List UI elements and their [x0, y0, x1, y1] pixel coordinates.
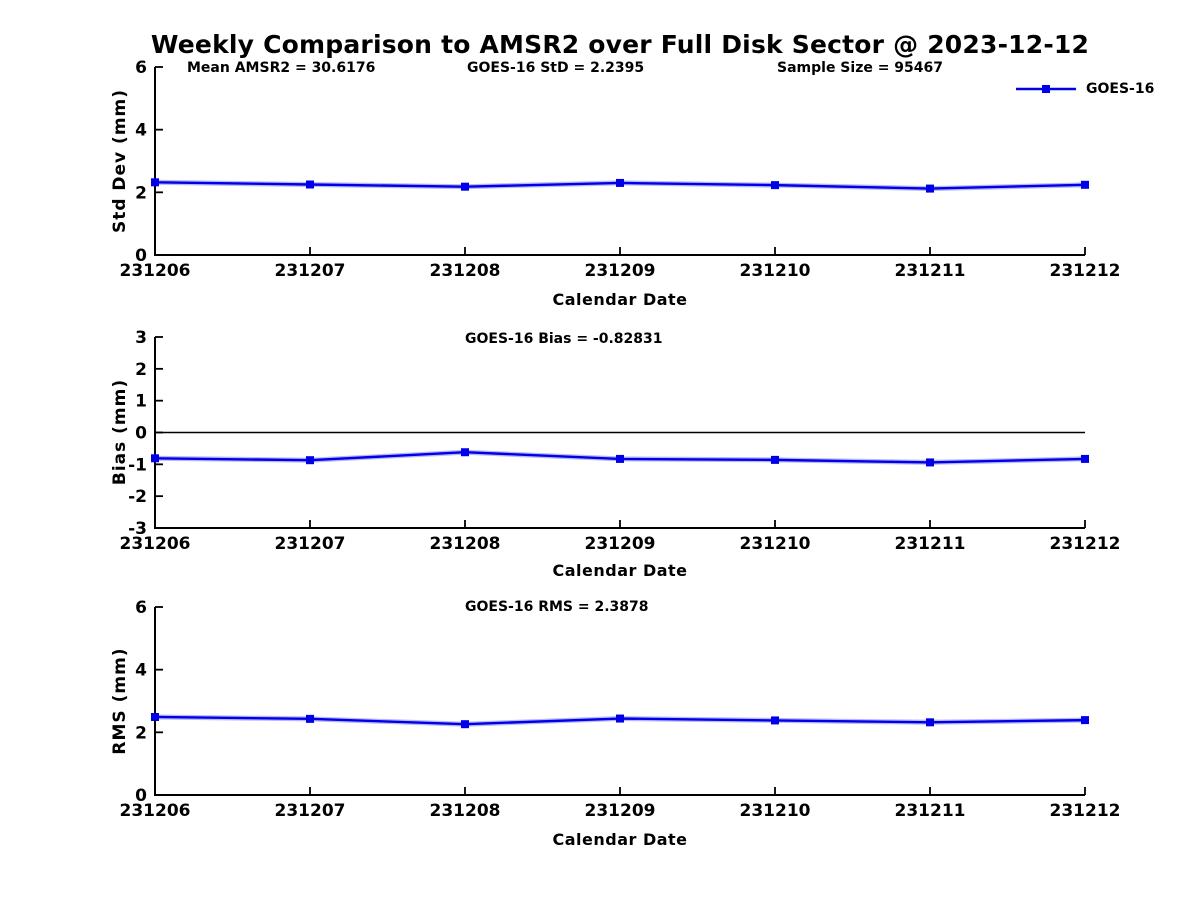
legend-marker-sample — [1042, 85, 1050, 93]
y-tick-label: 2 — [135, 183, 147, 203]
y-tick-label: 6 — [135, 598, 147, 618]
series-marker — [616, 454, 624, 463]
x-axis-ticks: 231206 231207 231208 231209 231210 231211 2312… — [120, 247, 1121, 281]
x-axis-ticks: 231206 231207 231208 231209 231210 231211 2312… — [120, 520, 1121, 554]
x-tick-label: 231212 — [1050, 261, 1121, 281]
x-tick-label: 231206 — [120, 534, 191, 554]
x-tick-label: 231207 — [275, 261, 346, 281]
y-tick-label: 0 — [135, 424, 147, 444]
y-tick-label: 0 — [135, 786, 147, 806]
y-axis-ticks: 0 2 4 6 — [135, 598, 163, 806]
bias-plot: 231206 231207 231208 231209 231210 231211 2312… — [120, 328, 1121, 554]
legend-label: GOES-16 — [1086, 81, 1155, 97]
y-tick-label: 6 — [135, 58, 147, 78]
y-tick-label: 1 — [135, 392, 147, 412]
annotation-mean-amsr2: Mean AMSR2 = 30.6176 — [187, 60, 376, 76]
series-marker — [926, 458, 934, 467]
x-tick-label: 231208 — [430, 261, 501, 281]
ylabel-std-dev: Std Dev (mm) — [110, 88, 130, 234]
x-tick-label: 231210 — [740, 534, 811, 554]
legend: GOES-16 — [1014, 81, 1154, 97]
series-goes-16 — [151, 712, 1089, 729]
annotation-goes16-bias: GOES-16 Bias = -0.82831 — [465, 331, 663, 347]
series-marker — [771, 181, 779, 190]
y-tick-label: 3 — [135, 328, 147, 348]
xlabel-std-dev: Calendar Date — [552, 290, 688, 309]
x-tick-label: 231211 — [895, 261, 966, 281]
x-tick-label: 231209 — [585, 261, 656, 281]
std-dev-plot: 231206 231207 231208 231209 231210 231211 2312… — [120, 58, 1121, 281]
y-tick-label: 0 — [135, 246, 147, 266]
series-marker — [771, 716, 779, 725]
series-marker — [306, 714, 314, 723]
y-tick-label: -3 — [128, 519, 147, 539]
x-tick-label: 231207 — [275, 801, 346, 821]
y-tick-label: 4 — [135, 121, 147, 141]
y-tick-label: 2 — [135, 360, 147, 380]
y-tick-label: -1 — [128, 455, 147, 475]
series-marker — [926, 718, 934, 727]
annotation-goes16-std: GOES-16 StD = 2.2395 — [467, 60, 645, 76]
x-tick-label: 231212 — [1050, 801, 1121, 821]
series-marker — [306, 456, 314, 465]
rms-plot: 231206 231207 231208 231209 231210 231211 2312… — [120, 598, 1121, 821]
axis-spines — [154, 67, 1085, 256]
x-tick-label: 231208 — [430, 534, 501, 554]
xlabel-bias: Calendar Date — [552, 561, 688, 580]
xlabel-rms: Calendar Date — [552, 830, 688, 849]
y-tick-label: 2 — [135, 723, 147, 743]
x-tick-label: 231211 — [895, 801, 966, 821]
x-tick-label: 231206 — [120, 261, 191, 281]
series-marker — [306, 180, 314, 189]
series-marker — [1081, 180, 1089, 189]
annotation-goes16-rms: GOES-16 RMS = 2.3878 — [465, 599, 649, 615]
x-tick-label: 231207 — [275, 534, 346, 554]
series-marker — [461, 720, 469, 729]
x-tick-label: 231209 — [585, 534, 656, 554]
x-tick-label: 231211 — [895, 534, 966, 554]
x-tick-label: 231210 — [740, 261, 811, 281]
series-marker — [616, 178, 624, 187]
x-tick-label: 231208 — [430, 801, 501, 821]
series-marker — [151, 712, 159, 721]
legend-line-icon — [1016, 85, 1076, 93]
annotation-sample-size: Sample Size = 95467 — [777, 60, 944, 76]
series-marker — [461, 448, 469, 457]
x-tick-label: 231209 — [585, 801, 656, 821]
series-marker — [1081, 454, 1089, 463]
y-tick-label: -2 — [128, 487, 147, 507]
series-goes-16 — [151, 448, 1089, 467]
y-axis-ticks: 0 2 4 6 — [135, 58, 163, 266]
y-axis-ticks: 3 2 1 0 -1 -2 -3 — [128, 328, 163, 539]
series-marker — [461, 182, 469, 191]
series-goes-16 — [151, 178, 1089, 193]
series-marker — [151, 178, 159, 187]
x-tick-label: 231206 — [120, 801, 191, 821]
series-marker — [151, 454, 159, 463]
x-axis-ticks: 231206 231207 231208 231209 231210 231211 2312… — [120, 787, 1121, 821]
series-marker — [771, 455, 779, 464]
series-marker — [616, 714, 624, 723]
series-marker — [1081, 716, 1089, 725]
axis-spines — [154, 607, 1085, 796]
ylabel-bias: Bias (mm) — [110, 378, 130, 486]
x-tick-label: 231210 — [740, 801, 811, 821]
x-tick-label: 231212 — [1050, 534, 1121, 554]
y-tick-label: 4 — [135, 661, 147, 681]
chart-title: Weekly Comparison to AMSR2 over Full Dis… — [150, 30, 1090, 59]
series-marker — [926, 184, 934, 193]
ylabel-rms: RMS (mm) — [110, 647, 130, 755]
